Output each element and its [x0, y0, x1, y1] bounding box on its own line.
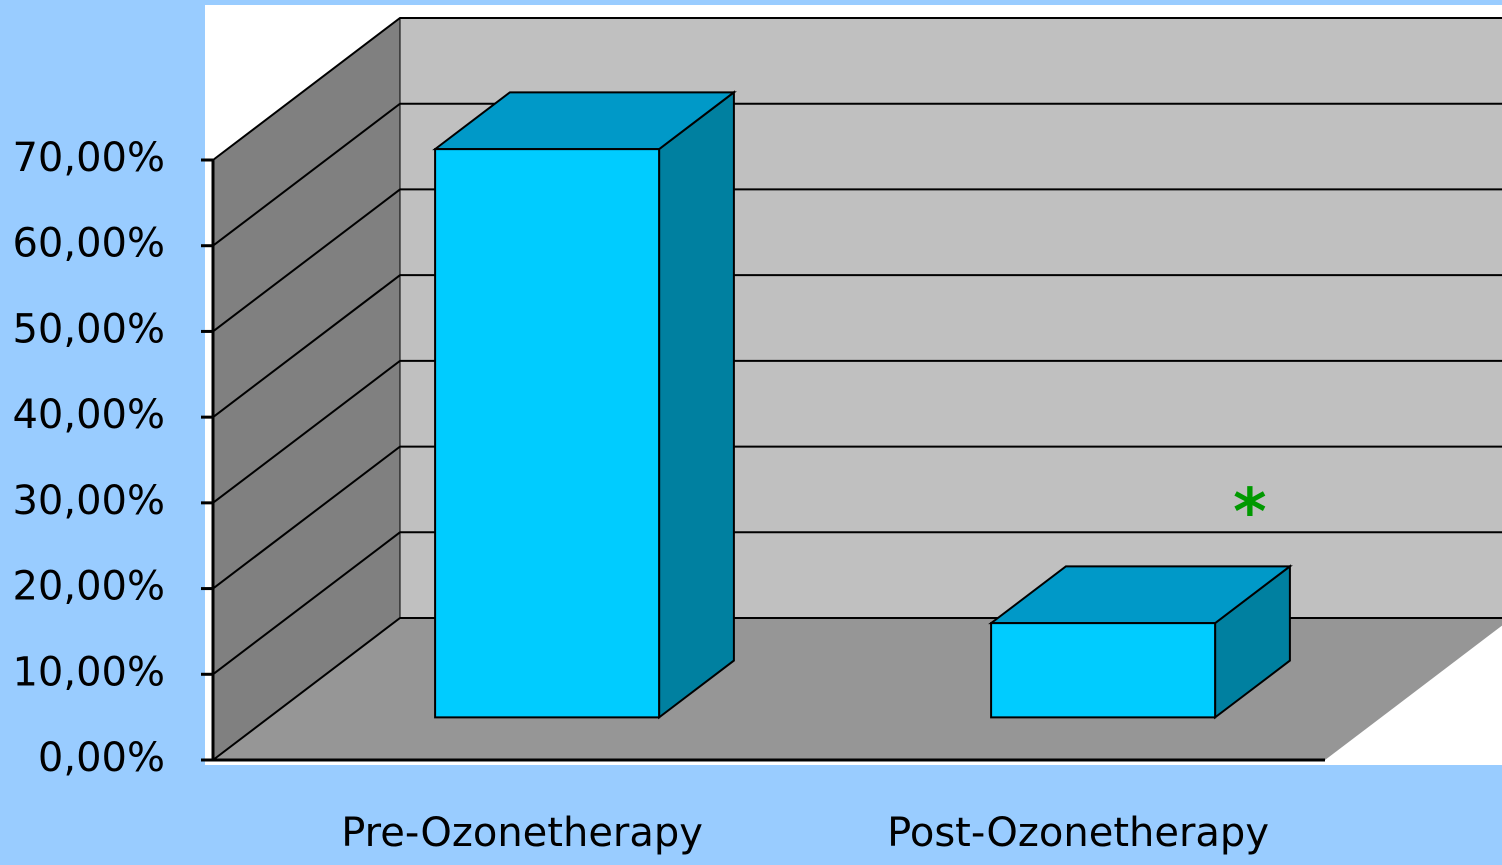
annotation: *	[1233, 476, 1266, 550]
y-tick-label: 70,00%	[12, 135, 165, 181]
grid-line	[212, 17, 1502, 161]
y-tick-label: 30,00%	[12, 478, 165, 524]
grid-line	[212, 445, 1502, 590]
grid-line	[212, 531, 1502, 676]
floor	[213, 618, 1502, 760]
grid-line	[212, 359, 1502, 504]
y-tick-label: 40,00%	[12, 392, 165, 438]
bar	[990, 622, 1217, 719]
x-tick-label: Pre-Ozonetherapy	[341, 810, 703, 856]
grid-line	[212, 188, 1502, 333]
y-tick-label: 20,00%	[12, 564, 165, 610]
y-tick-label: 50,00%	[12, 306, 165, 352]
grid-line	[212, 102, 1502, 247]
grid-line	[212, 274, 1502, 418]
bar-side	[658, 90, 735, 720]
y-tick-label: 10,00%	[12, 649, 165, 695]
y-tick-label: 0,00%	[38, 735, 165, 781]
y-tick-label: 60,00%	[12, 221, 165, 267]
x-tick-label: Post-Ozonetherapy	[887, 810, 1269, 856]
bar	[434, 148, 661, 719]
